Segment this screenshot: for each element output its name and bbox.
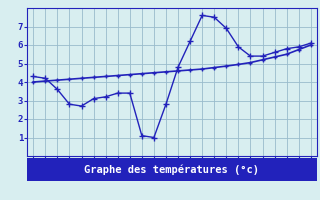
Text: Graphe des températures (°c): Graphe des températures (°c) bbox=[84, 164, 260, 175]
